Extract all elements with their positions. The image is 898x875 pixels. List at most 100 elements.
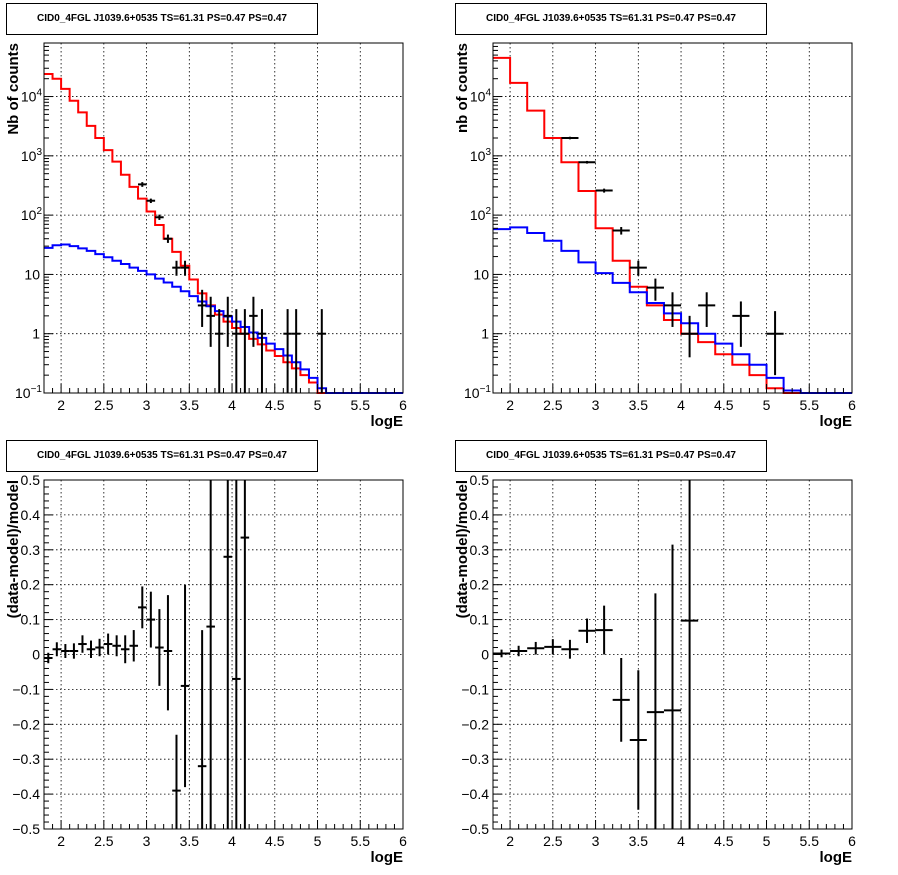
y-tick-label: 0.5 xyxy=(21,472,41,488)
data-point xyxy=(698,292,716,327)
y-tick-label: 10 xyxy=(473,266,489,282)
x-tick-label: 4.5 xyxy=(714,833,734,849)
y-tick-label: −0.1 xyxy=(461,681,489,697)
y-tick-label: 10−1 xyxy=(464,384,491,401)
plot-panel-top-right: 2 2.5 3 3.5 4 4.5 5 5.5 6 10−1 1 10 102 103 104 logE nb … xyxy=(454,42,856,430)
data-point xyxy=(95,638,104,657)
y-axis-title: (data-model)/model xyxy=(454,480,471,618)
x-tick-label: 3 xyxy=(143,833,151,849)
data-point xyxy=(681,480,699,829)
data-point xyxy=(291,309,301,393)
data-point xyxy=(232,309,241,393)
y-axis-title: Nb of counts xyxy=(5,43,22,135)
data-point xyxy=(240,480,250,829)
data-point xyxy=(206,296,215,347)
x-tick-label: 2 xyxy=(57,833,65,849)
data-point xyxy=(206,480,215,829)
data-point xyxy=(61,644,70,658)
plot-frame xyxy=(43,42,404,394)
data-point xyxy=(493,649,511,658)
x-tick-label: 3.5 xyxy=(180,833,200,849)
data-point xyxy=(112,635,121,657)
data-point xyxy=(172,260,181,276)
data-point xyxy=(155,609,164,686)
data-point xyxy=(69,643,79,659)
data-point xyxy=(561,639,579,659)
y-tick-label: 102 xyxy=(21,206,43,223)
x-tick-label: 6 xyxy=(399,397,407,413)
y-tick-label: 104 xyxy=(21,88,43,105)
x-tick-label: 3.5 xyxy=(629,397,649,413)
y-tick-label: −0.5 xyxy=(12,821,40,837)
data-point xyxy=(629,670,647,810)
x-tick-label: 5 xyxy=(763,397,771,413)
y-tick-label: 0.2 xyxy=(21,577,41,593)
x-tick-label: 4.5 xyxy=(714,397,734,413)
plot-panel-bottom-left: 2 2.5 3 3.5 4 4.5 5 5.5 6 −0.5 −0.4 −0.3 −0.2 −0.1 0 0.… xyxy=(5,472,407,866)
y-tick-label: 104 xyxy=(470,88,492,105)
x-tick-label: 6 xyxy=(848,397,856,413)
x-tick-label: 6 xyxy=(848,833,856,849)
y-tick-label: −0.5 xyxy=(461,821,489,837)
plot-frame xyxy=(492,42,853,394)
x-tick-label: 5.5 xyxy=(800,833,820,849)
data-point xyxy=(240,309,250,393)
panel-title-bottom-right: CID0_4FGL J1039.6+0535 TS=61.31 PS=0.47 … xyxy=(455,440,767,472)
y-tick-label: 0.1 xyxy=(21,612,41,628)
x-axis-title: logE xyxy=(371,413,404,430)
data-point xyxy=(595,605,613,655)
x-tick-label: 3 xyxy=(592,833,600,849)
y-tick-label: 103 xyxy=(470,147,492,164)
x-tick-label: 4.5 xyxy=(265,833,285,849)
y-tick-label: 0.3 xyxy=(21,542,41,558)
y-tick-label: −0.4 xyxy=(461,786,489,802)
x-tick-label: 4 xyxy=(677,397,685,413)
x-tick-label: 5 xyxy=(763,833,771,849)
data-point xyxy=(163,595,173,711)
x-tick-label: 4 xyxy=(228,397,236,413)
histogram-line-total-model xyxy=(44,73,403,394)
data-point xyxy=(595,188,613,193)
data-point xyxy=(629,260,647,276)
data-point xyxy=(283,309,292,393)
x-tick-label: 5 xyxy=(314,833,322,849)
x-tick-label: 3 xyxy=(592,397,600,413)
data-point xyxy=(163,234,173,243)
y-tick-label: −0.3 xyxy=(461,751,489,767)
histogram-line-background-model xyxy=(44,243,403,394)
y-tick-label: 0 xyxy=(32,647,40,663)
data-point xyxy=(155,214,164,220)
y-tick-label: −0.4 xyxy=(12,786,40,802)
panel-title-bottom-left: CID0_4FGL J1039.6+0535 TS=61.31 PS=0.47 … xyxy=(6,440,318,472)
x-tick-label: 2.5 xyxy=(94,833,114,849)
x-axis-title: logE xyxy=(371,849,404,866)
x-tick-label: 5.5 xyxy=(351,397,371,413)
data-point xyxy=(527,641,545,655)
data-point xyxy=(612,657,630,742)
data-point xyxy=(120,635,130,664)
data-point xyxy=(612,227,630,235)
data-point xyxy=(232,480,241,829)
data-point xyxy=(646,593,664,829)
data-point xyxy=(138,586,147,629)
y-tick-label: 102 xyxy=(470,206,492,223)
data-point xyxy=(180,260,190,276)
y-tick-label: 103 xyxy=(21,147,43,164)
y-tick-label: 1 xyxy=(481,326,489,342)
y-tick-label: −0.1 xyxy=(12,681,40,697)
x-tick-label: 2.5 xyxy=(94,397,114,413)
x-tick-label: 5.5 xyxy=(351,833,371,849)
data-point xyxy=(578,160,596,164)
data-point xyxy=(732,301,750,347)
panel-title-top-right: CID0_4FGL J1039.6+0535 TS=61.31 PS=0.47 … xyxy=(455,3,767,35)
data-point xyxy=(146,591,156,648)
data-point xyxy=(103,633,113,655)
x-axis-title: logE xyxy=(820,413,853,430)
data-point xyxy=(257,309,267,393)
data-point xyxy=(129,630,139,662)
y-tick-label: −0.2 xyxy=(461,716,489,732)
data-point xyxy=(138,182,147,187)
data-point xyxy=(578,618,596,643)
data-point xyxy=(78,635,87,653)
